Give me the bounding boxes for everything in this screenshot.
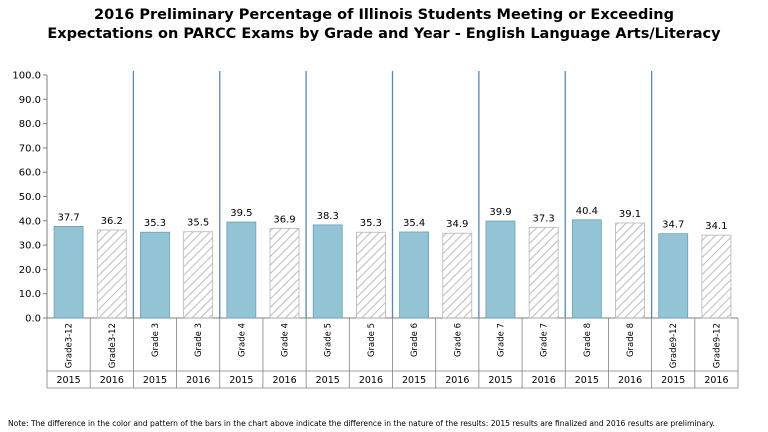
year-label: 2016 [618, 375, 642, 386]
grade-label: Grade9-12 [712, 323, 722, 368]
bar-2015 [312, 224, 343, 319]
bar-2016 [701, 234, 732, 319]
grade-label: Grade 5 [324, 323, 334, 357]
year-label: 2016 [186, 375, 210, 386]
year-label: 2016 [445, 375, 469, 386]
bar-2015 [226, 221, 257, 319]
grade-label: Grade 6 [453, 323, 463, 357]
chart-title: 2016 Preliminary Percentage of Illinois … [0, 6, 768, 44]
y-tick-label: 50.0 [19, 192, 41, 203]
data-label: 39.5 [230, 208, 252, 219]
chart-title-line-2: Expectations on PARCC Exams by Grade and… [47, 26, 721, 42]
year-label: 2016 [272, 375, 296, 386]
data-label: 35.3 [144, 218, 166, 229]
grade-label: Grade 5 [367, 323, 377, 357]
y-tick-label: 90.0 [19, 95, 41, 106]
bar-2015 [658, 233, 689, 319]
data-label: 37.7 [57, 212, 79, 223]
grade-label: Grade 7 [496, 323, 506, 357]
bar-2016 [269, 227, 300, 319]
data-label: 35.4 [403, 218, 425, 229]
grade-label: Grade 7 [540, 323, 550, 357]
year-label: 2015 [488, 375, 512, 386]
grade-label: Grade3-12 [65, 323, 75, 368]
y-tick-label: 100.0 [12, 71, 41, 82]
bar-2016 [528, 226, 559, 319]
bar-2015 [53, 225, 84, 319]
bar-2016 [442, 232, 473, 319]
grade-label: Grade 8 [583, 323, 593, 357]
data-label: 34.9 [446, 219, 468, 230]
bar-2016 [615, 222, 645, 319]
data-label: 39.1 [619, 209, 641, 220]
grade-label: Grade 4 [237, 323, 247, 357]
y-tick-label: 60.0 [19, 168, 41, 179]
data-label: 35.3 [360, 218, 382, 229]
chart-title-line-1: 2016 Preliminary Percentage of Illinois … [93, 7, 675, 23]
data-label: 40.4 [576, 206, 598, 217]
footnote: Note: The difference in the color and pa… [8, 419, 715, 428]
grade-label: Grade 3 [194, 323, 204, 357]
grade-label: Grade 6 [410, 323, 420, 357]
data-label: 37.3 [533, 213, 555, 224]
bar-2015 [140, 231, 170, 319]
y-tick-label: 20.0 [19, 265, 41, 276]
year-label: 2015 [229, 375, 253, 386]
grade-label: Grade9-12 [669, 323, 679, 368]
year-label: 2015 [57, 375, 81, 386]
data-label: 34.7 [662, 220, 684, 231]
bar-2016 [96, 229, 127, 319]
year-label: 2015 [316, 375, 340, 386]
bar-2015 [485, 220, 516, 319]
bar-2015 [399, 231, 429, 319]
year-label: 2015 [143, 375, 167, 386]
y-tick-label: 0.0 [25, 314, 41, 325]
data-label: 34.1 [705, 221, 727, 232]
year-label: 2016 [359, 375, 383, 386]
bar-2015 [571, 219, 602, 319]
y-tick-label: 70.0 [19, 143, 41, 154]
data-label: 36.2 [101, 216, 123, 227]
year-label: 2016 [704, 375, 728, 386]
grade-label: Grade 8 [626, 323, 636, 357]
y-tick-label: 80.0 [19, 119, 41, 130]
bar-2016 [356, 231, 386, 319]
year-label: 2015 [575, 375, 599, 386]
year-label: 2015 [402, 375, 426, 386]
data-label: 36.9 [273, 214, 295, 225]
y-tick-label: 40.0 [19, 216, 41, 227]
grade-label: Grade3-12 [108, 323, 118, 368]
data-label: 39.9 [489, 207, 511, 218]
data-label: 35.5 [187, 218, 209, 229]
year-label: 2016 [100, 375, 124, 386]
grade-label: Grade 3 [151, 323, 161, 357]
y-tick-label: 10.0 [19, 289, 41, 300]
grade-label: Grade 4 [281, 323, 291, 357]
data-label: 38.3 [317, 211, 339, 222]
year-label: 2015 [661, 375, 685, 386]
bar-2016 [183, 231, 214, 319]
y-tick-label: 30.0 [19, 241, 41, 252]
year-label: 2016 [532, 375, 556, 386]
